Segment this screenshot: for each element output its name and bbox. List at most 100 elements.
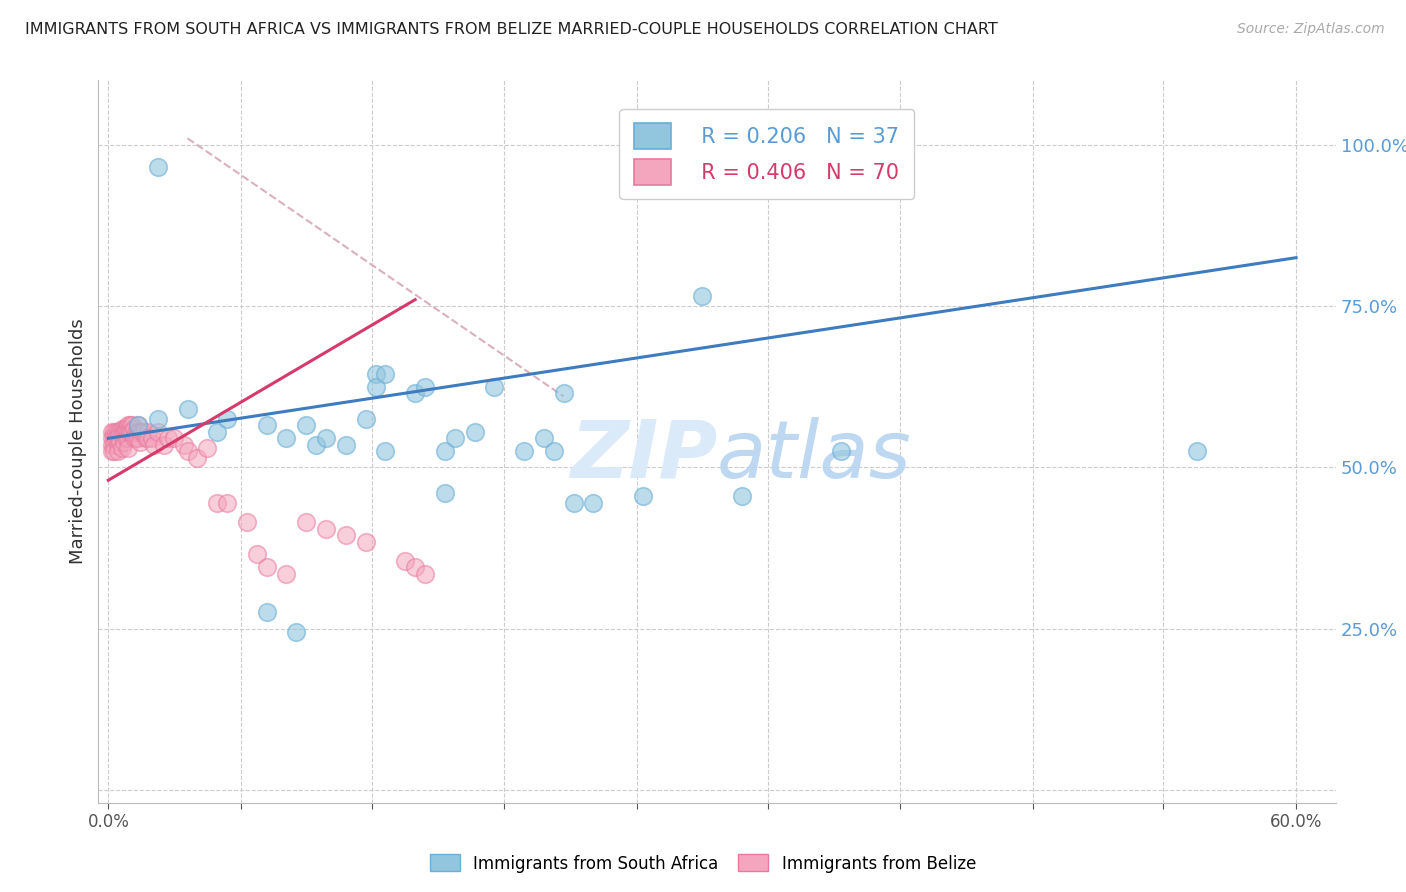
Point bbox=[335, 438, 357, 452]
Point bbox=[404, 386, 426, 401]
Text: atlas: atlas bbox=[717, 417, 912, 495]
Point bbox=[404, 560, 426, 574]
Point bbox=[136, 425, 159, 439]
Point bbox=[176, 444, 198, 458]
Point bbox=[146, 161, 169, 175]
Point bbox=[217, 496, 239, 510]
Point bbox=[103, 438, 125, 452]
Point bbox=[127, 431, 149, 445]
Point bbox=[111, 422, 134, 436]
Point bbox=[125, 425, 148, 439]
Point bbox=[443, 431, 465, 445]
Point bbox=[582, 496, 605, 510]
Point bbox=[513, 444, 536, 458]
Point bbox=[129, 434, 152, 449]
Y-axis label: Married-couple Households: Married-couple Households bbox=[69, 318, 87, 565]
Point bbox=[105, 431, 128, 445]
Point bbox=[135, 431, 157, 445]
Point bbox=[295, 418, 318, 433]
Text: Source: ZipAtlas.com: Source: ZipAtlas.com bbox=[1237, 22, 1385, 37]
Point bbox=[553, 386, 575, 401]
Point bbox=[374, 444, 396, 458]
Point bbox=[121, 425, 143, 439]
Point bbox=[374, 367, 396, 381]
Point bbox=[364, 367, 387, 381]
Point bbox=[131, 425, 153, 439]
Point bbox=[186, 450, 208, 465]
Point bbox=[112, 425, 135, 439]
Point bbox=[120, 418, 142, 433]
Point bbox=[543, 444, 565, 458]
Point bbox=[315, 431, 337, 445]
Point bbox=[107, 438, 129, 452]
Point bbox=[103, 425, 125, 439]
Point bbox=[1185, 444, 1208, 458]
Point bbox=[354, 412, 377, 426]
Point bbox=[127, 418, 149, 433]
Point bbox=[256, 560, 278, 574]
Point bbox=[562, 496, 585, 510]
Point bbox=[108, 425, 131, 439]
Point bbox=[121, 418, 143, 433]
Point bbox=[117, 425, 139, 439]
Point bbox=[631, 489, 654, 503]
Point bbox=[146, 425, 169, 439]
Point bbox=[394, 554, 416, 568]
Point bbox=[105, 425, 128, 439]
Point bbox=[111, 441, 134, 455]
Point bbox=[129, 425, 152, 439]
Point bbox=[103, 444, 125, 458]
Point bbox=[335, 528, 357, 542]
Point bbox=[533, 431, 555, 445]
Point bbox=[433, 486, 456, 500]
Point bbox=[413, 566, 436, 581]
Point bbox=[101, 425, 124, 439]
Point bbox=[731, 489, 754, 503]
Point bbox=[120, 425, 142, 439]
Point bbox=[112, 422, 135, 436]
Point bbox=[276, 431, 298, 445]
Point bbox=[112, 434, 135, 449]
Point bbox=[107, 425, 129, 439]
Point bbox=[464, 425, 486, 439]
Point bbox=[256, 418, 278, 433]
Point bbox=[107, 431, 129, 445]
Point bbox=[315, 522, 337, 536]
Point bbox=[117, 418, 139, 433]
Point bbox=[217, 412, 239, 426]
Point bbox=[146, 412, 169, 426]
Point bbox=[117, 441, 139, 455]
Point bbox=[433, 444, 456, 458]
Point bbox=[285, 624, 308, 639]
Point bbox=[413, 380, 436, 394]
Point bbox=[690, 289, 713, 303]
Point bbox=[115, 431, 138, 445]
Point bbox=[830, 444, 852, 458]
Point bbox=[111, 428, 134, 442]
Point bbox=[122, 431, 145, 445]
Point bbox=[101, 438, 124, 452]
Point bbox=[205, 496, 228, 510]
Text: ZIP: ZIP bbox=[569, 417, 717, 495]
Point bbox=[163, 431, 186, 445]
Point bbox=[115, 422, 138, 436]
Point bbox=[101, 431, 124, 445]
Point bbox=[305, 438, 328, 452]
Point bbox=[117, 431, 139, 445]
Point bbox=[136, 431, 159, 445]
Point bbox=[107, 444, 129, 458]
Point bbox=[156, 431, 179, 445]
Point bbox=[127, 418, 149, 433]
Point bbox=[205, 425, 228, 439]
Point bbox=[103, 431, 125, 445]
Point bbox=[195, 441, 218, 455]
Point bbox=[484, 380, 506, 394]
Point bbox=[354, 534, 377, 549]
Legend: Immigrants from South Africa, Immigrants from Belize: Immigrants from South Africa, Immigrants… bbox=[423, 847, 983, 880]
Point bbox=[108, 434, 131, 449]
Point bbox=[101, 444, 124, 458]
Point bbox=[125, 431, 148, 445]
Point bbox=[142, 438, 165, 452]
Point bbox=[127, 425, 149, 439]
Legend:   R = 0.206   N = 37,   R = 0.406   N = 70: R = 0.206 N = 37, R = 0.406 N = 70 bbox=[620, 109, 914, 199]
